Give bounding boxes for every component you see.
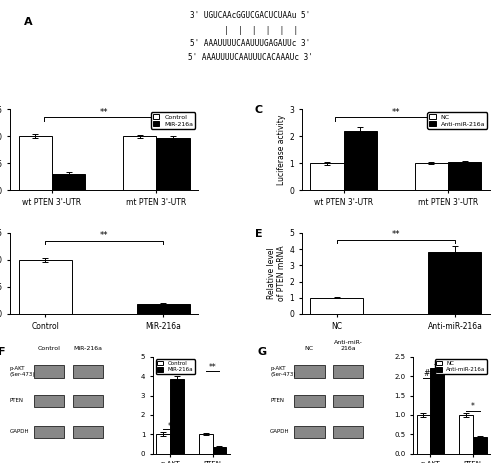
Bar (156, 434, 170, 454)
FancyBboxPatch shape (332, 425, 364, 438)
Legend: Control, MiR-216a: Control, MiR-216a (151, 113, 195, 129)
Bar (156, 138, 190, 190)
Bar (459, 415, 473, 454)
FancyBboxPatch shape (72, 425, 104, 438)
Text: GAPDH: GAPDH (10, 429, 29, 434)
Bar (430, 369, 444, 454)
FancyBboxPatch shape (294, 394, 324, 407)
Bar (199, 434, 212, 454)
Text: Control: Control (38, 346, 60, 351)
FancyBboxPatch shape (294, 365, 324, 378)
Text: *: * (168, 421, 172, 431)
FancyBboxPatch shape (72, 365, 104, 378)
Text: p-AKT
(Ser-473): p-AKT (Ser-473) (10, 366, 36, 377)
Bar (428, 251, 482, 314)
Text: **: ** (392, 231, 400, 239)
Text: PTEN: PTEN (10, 398, 24, 403)
Text: GAPDH: GAPDH (270, 429, 290, 434)
Text: PTEN: PTEN (270, 398, 284, 403)
Text: 5' AAAUUUUCAAUUUCACAAAUc 3': 5' AAAUUUUCAAUUUCACAAAUc 3' (188, 53, 312, 62)
FancyBboxPatch shape (332, 365, 364, 378)
Bar (136, 304, 190, 314)
Text: NC: NC (304, 346, 314, 351)
Bar (170, 379, 183, 454)
Text: 5' AAAUUUUCAAUUUGAGAUUc 3': 5' AAAUUUUCAAUUUGAGAUUc 3' (190, 38, 310, 48)
FancyBboxPatch shape (294, 425, 324, 438)
Bar (310, 163, 344, 190)
Bar (310, 298, 364, 314)
Text: G: G (258, 347, 267, 357)
Bar (18, 260, 72, 314)
Y-axis label: Relative level
of PTEN mRNA: Relative level of PTEN mRNA (267, 245, 286, 301)
Bar (344, 131, 377, 190)
Bar (448, 162, 482, 190)
Text: F: F (0, 347, 5, 357)
Text: Anti-miR-
216a: Anti-miR- 216a (334, 340, 362, 351)
Bar (212, 447, 226, 454)
Text: C: C (254, 105, 263, 115)
Bar (18, 136, 52, 190)
Text: 3' UGUCAAcGGUCGACUCUAAu 5': 3' UGUCAAcGGUCGACUCUAAu 5' (190, 11, 310, 20)
Legend: Control, MiR-216a: Control, MiR-216a (156, 359, 194, 374)
Text: E: E (254, 229, 262, 239)
Text: **: ** (100, 107, 108, 117)
Text: **: ** (392, 107, 400, 117)
Bar (414, 163, 448, 190)
FancyBboxPatch shape (34, 425, 64, 438)
Text: **: ** (209, 363, 216, 372)
Text: *: * (471, 402, 475, 411)
Text: A: A (24, 17, 33, 26)
FancyBboxPatch shape (34, 394, 64, 407)
Text: **: ** (100, 231, 108, 240)
Bar (52, 174, 86, 190)
Bar (416, 415, 430, 454)
FancyBboxPatch shape (72, 394, 104, 407)
Text: |  |  |  |  |  |: | | | | | | (202, 26, 298, 35)
Legend: NC, Anti-miR-216a: NC, Anti-miR-216a (428, 113, 487, 129)
Text: MiR-216a: MiR-216a (74, 346, 102, 351)
Bar (123, 136, 156, 190)
FancyBboxPatch shape (34, 365, 64, 378)
FancyBboxPatch shape (332, 394, 364, 407)
Y-axis label: Luciferase activity: Luciferase activity (278, 114, 286, 185)
Text: ##: ## (424, 369, 436, 378)
Bar (473, 438, 486, 454)
Text: p-AKT
(Ser-473): p-AKT (Ser-473) (270, 366, 295, 377)
Legend: NC, Anti-miR-216a: NC, Anti-miR-216a (434, 359, 487, 374)
